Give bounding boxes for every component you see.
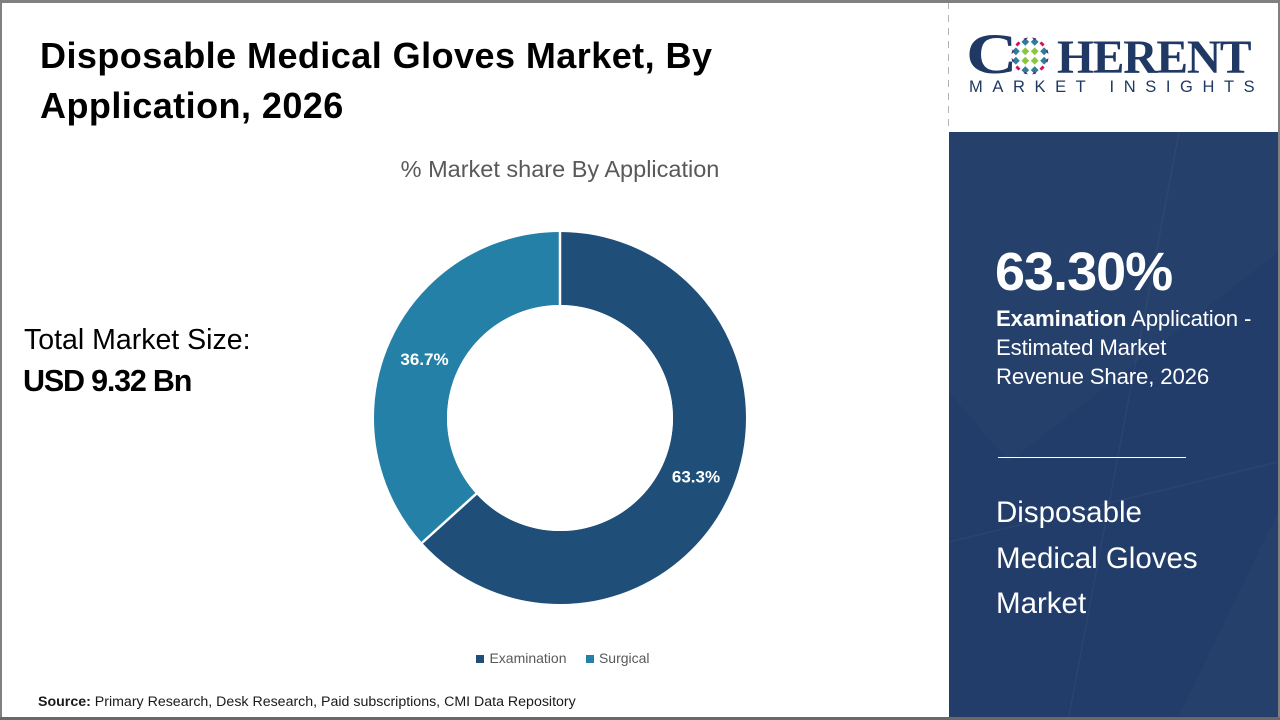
- svg-text:63.3%: 63.3%: [672, 468, 720, 487]
- svg-text:36.7%: 36.7%: [400, 350, 448, 369]
